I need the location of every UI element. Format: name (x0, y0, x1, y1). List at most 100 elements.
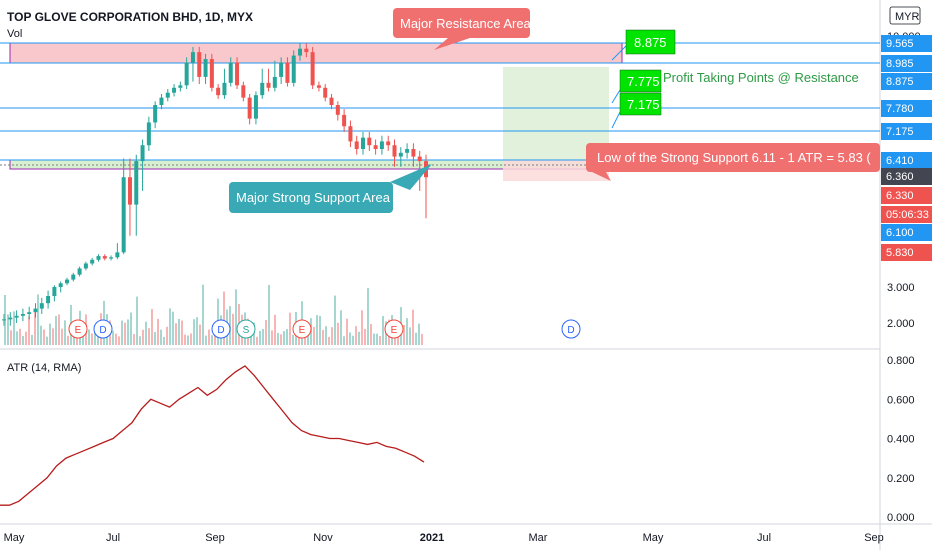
candle-body (373, 145, 378, 150)
volume-bar (58, 314, 60, 345)
volume-bar (124, 322, 126, 345)
price-axis-label: 3.000 (887, 282, 915, 294)
candle-body (64, 279, 69, 284)
candle-body (398, 152, 403, 157)
candle-body (323, 87, 328, 98)
volume-bar (412, 309, 414, 345)
event-marker[interactable]: E (68, 319, 88, 339)
time-axis-label: Nov (313, 532, 333, 544)
event-marker[interactable]: D (561, 319, 581, 339)
volume-bar (232, 313, 234, 345)
price-axis-label: 7.175 (881, 123, 932, 140)
candle-body (411, 149, 416, 157)
svg-text:6.330: 6.330 (886, 190, 914, 202)
price-axis-label: 6.410 (881, 152, 932, 169)
tp-tag-3: 7.175 (611, 92, 662, 129)
svg-text:6.360: 6.360 (886, 171, 914, 183)
volume-bar (94, 331, 96, 345)
volume-bar (154, 332, 156, 345)
candle-body (159, 97, 164, 106)
svg-text:8.985: 8.985 (886, 58, 914, 70)
candle-body (184, 62, 189, 86)
candle-body (14, 315, 19, 318)
volume-bar (127, 319, 129, 345)
volume-bar (304, 335, 306, 345)
volume-bar (286, 329, 288, 345)
time-axis-labels: May Jul Sep Nov 2021 Mar May Jul Sep (4, 532, 884, 544)
candles (2, 43, 428, 326)
volume-bar (361, 310, 363, 345)
volume-bar (37, 294, 39, 345)
price-axis-label: 6.100 (881, 224, 932, 241)
svg-text:D: D (99, 325, 106, 336)
volume-bar (172, 311, 174, 345)
volume-bar (208, 329, 210, 345)
resistance-zone (9, 42, 623, 64)
price-axis-label: 5.830 (881, 244, 932, 261)
price-axis-label: 2.000 (887, 318, 915, 330)
candle-body (90, 259, 95, 264)
candle-body (165, 92, 170, 98)
svg-text:2.000: 2.000 (887, 318, 915, 330)
candle-body (46, 296, 51, 304)
volume-bar (7, 314, 9, 345)
volume-bar (319, 315, 321, 345)
event-marker[interactable]: E (292, 319, 312, 339)
volume-bar (346, 318, 348, 345)
event-marker[interactable]: S (236, 319, 256, 339)
volume-bar (34, 310, 36, 345)
candle-body (71, 274, 76, 280)
volume-bar (235, 289, 237, 345)
atr-axis-label: 0.000 (887, 512, 915, 524)
resistance-callout-tail (434, 38, 470, 50)
candle-body (417, 156, 422, 162)
volume-bar (202, 284, 204, 345)
volume-bar (322, 330, 324, 345)
volume-bar (367, 288, 369, 345)
candle-body (361, 137, 366, 150)
time-axis-label: May (643, 532, 664, 544)
event-marker[interactable]: D (211, 319, 231, 339)
volume-bar (205, 335, 207, 345)
candle-body (140, 145, 145, 162)
volume-bar (178, 318, 180, 345)
volume-bar (16, 331, 18, 345)
svg-text:E: E (75, 325, 82, 336)
event-marker[interactable]: D (93, 319, 113, 339)
volume-bar (115, 333, 117, 345)
volume-bar (163, 336, 165, 345)
svg-text:5.830: 5.830 (886, 247, 914, 259)
volume-bar (121, 320, 123, 345)
currency-label: MYR (895, 11, 920, 23)
volume-bar (268, 284, 270, 345)
atr-axis-label: 0.800 (887, 355, 915, 367)
atr-line (0, 365, 425, 506)
volume-bar (31, 334, 33, 345)
volume-bar (229, 306, 231, 345)
time-axis-label: 2021 (420, 532, 444, 544)
candle-body (392, 145, 397, 157)
svg-text:7.780: 7.780 (886, 103, 914, 115)
candle-body (298, 48, 303, 56)
volume-bar (13, 311, 15, 345)
volume-bar (409, 327, 411, 345)
svg-text:8.875: 8.875 (886, 76, 914, 88)
currency-box[interactable] (889, 6, 921, 25)
candle-body (127, 177, 132, 205)
candle-body (115, 252, 120, 258)
volume-bar (352, 335, 354, 345)
volume-bar (157, 318, 159, 345)
volume-bar (25, 331, 27, 345)
volume-bar (403, 325, 405, 345)
support-callout-tail (390, 164, 432, 190)
candle-body (354, 141, 359, 150)
price-axis-label: 8.985 (881, 55, 932, 72)
event-marker[interactable]: E (384, 319, 404, 339)
svg-text:7.175: 7.175 (627, 97, 660, 112)
candle-body (197, 52, 202, 77)
volume-bar (49, 323, 51, 345)
volume-bar (256, 336, 258, 345)
candle-body (27, 312, 32, 314)
volume-bar (382, 316, 384, 345)
